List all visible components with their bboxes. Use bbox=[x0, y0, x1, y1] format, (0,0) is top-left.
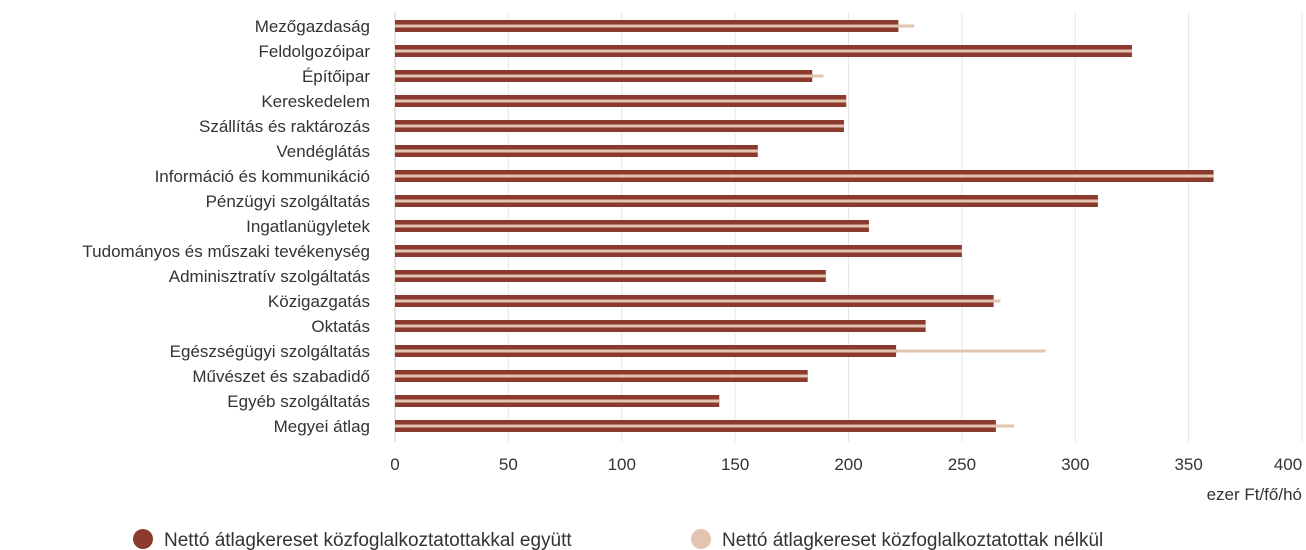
legend-item-series-2[interactable]: Nettó átlagkereset közfoglalkoztatottak … bbox=[691, 529, 1103, 550]
bar-series-2-overlap bbox=[395, 174, 1214, 178]
bar-series-2-overlap bbox=[395, 349, 897, 353]
legend-swatch-series-2 bbox=[691, 529, 711, 549]
category-label: Vendéglátás bbox=[276, 142, 370, 161]
category-label: Építőipar bbox=[302, 67, 370, 86]
legend-swatch-series-1 bbox=[133, 529, 153, 549]
bar-series-2-overlap bbox=[395, 199, 1098, 203]
bar-series-2-overlap bbox=[395, 49, 1132, 53]
category-label: Egészségügyi szolgáltatás bbox=[170, 342, 370, 361]
x-tick-label: 50 bbox=[499, 455, 518, 474]
x-tick-label: 0 bbox=[390, 455, 399, 474]
x-tick-label: 200 bbox=[834, 455, 862, 474]
x-tick-label: 350 bbox=[1174, 455, 1202, 474]
category-label: Szállítás és raktározás bbox=[199, 117, 370, 136]
bar-series-2-overlap bbox=[395, 324, 926, 328]
category-label: Oktatás bbox=[311, 317, 370, 336]
x-axis-ticks: 0 50 100 150 200 250 300 350 400 bbox=[390, 455, 1302, 474]
legend: Nettó átlagkereset közfoglalkoztatottakk… bbox=[133, 529, 1103, 550]
category-label: Kereskedelem bbox=[261, 92, 370, 111]
bar-series-2-overlap bbox=[395, 399, 720, 403]
category-label: Művészet és szabadidő bbox=[192, 367, 370, 386]
legend-item-series-1[interactable]: Nettó átlagkereset közfoglalkoztatottakk… bbox=[133, 529, 572, 550]
x-tick-label: 300 bbox=[1061, 455, 1089, 474]
category-label: Feldolgozóipar bbox=[258, 42, 370, 61]
x-tick-label: 250 bbox=[948, 455, 976, 474]
category-label: Pénzügyi szolgáltatás bbox=[206, 192, 370, 211]
x-tick-label: 100 bbox=[608, 455, 636, 474]
bar-series-2-overlap bbox=[395, 424, 996, 428]
bar-series-2-overlap bbox=[395, 299, 994, 303]
bar-series-2-overlap bbox=[395, 274, 826, 278]
category-label: Adminisztratív szolgáltatás bbox=[169, 267, 370, 286]
bar-series-2-overlap bbox=[395, 24, 899, 28]
category-label: Közigazgatás bbox=[268, 292, 370, 311]
bar-series-2-overlap bbox=[395, 249, 962, 253]
bars bbox=[395, 20, 1214, 432]
bar-series-2-overlap bbox=[395, 224, 869, 228]
x-tick-label: 150 bbox=[721, 455, 749, 474]
bar-series-2-overlap bbox=[395, 149, 758, 153]
x-axis-title: ezer Ft/fő/hó bbox=[1207, 485, 1302, 504]
category-label: Egyéb szolgáltatás bbox=[227, 392, 370, 411]
category-label: Mezőgazdaság bbox=[255, 17, 370, 36]
category-label: Tudományos és műszaki tevékenység bbox=[82, 242, 370, 261]
x-tick-label: 400 bbox=[1274, 455, 1302, 474]
bar-series-2-overlap bbox=[395, 74, 813, 78]
category-label: Megyei átlag bbox=[274, 417, 370, 436]
category-label: Információ és kommunikáció bbox=[155, 167, 370, 186]
bar-series-2-overlap bbox=[395, 374, 808, 378]
legend-label-series-1: Nettó átlagkereset közfoglalkoztatottakk… bbox=[164, 530, 572, 550]
bar-series-2-overlap bbox=[395, 124, 844, 128]
bar-series-2-overlap bbox=[395, 99, 847, 103]
category-label: Ingatlanügyletek bbox=[246, 217, 370, 236]
category-labels: Mezőgazdaság Feldolgozóipar Építőipar Keres… bbox=[82, 17, 370, 436]
legend-label-series-2: Nettó átlagkereset közfoglalkoztatottak … bbox=[722, 530, 1103, 550]
